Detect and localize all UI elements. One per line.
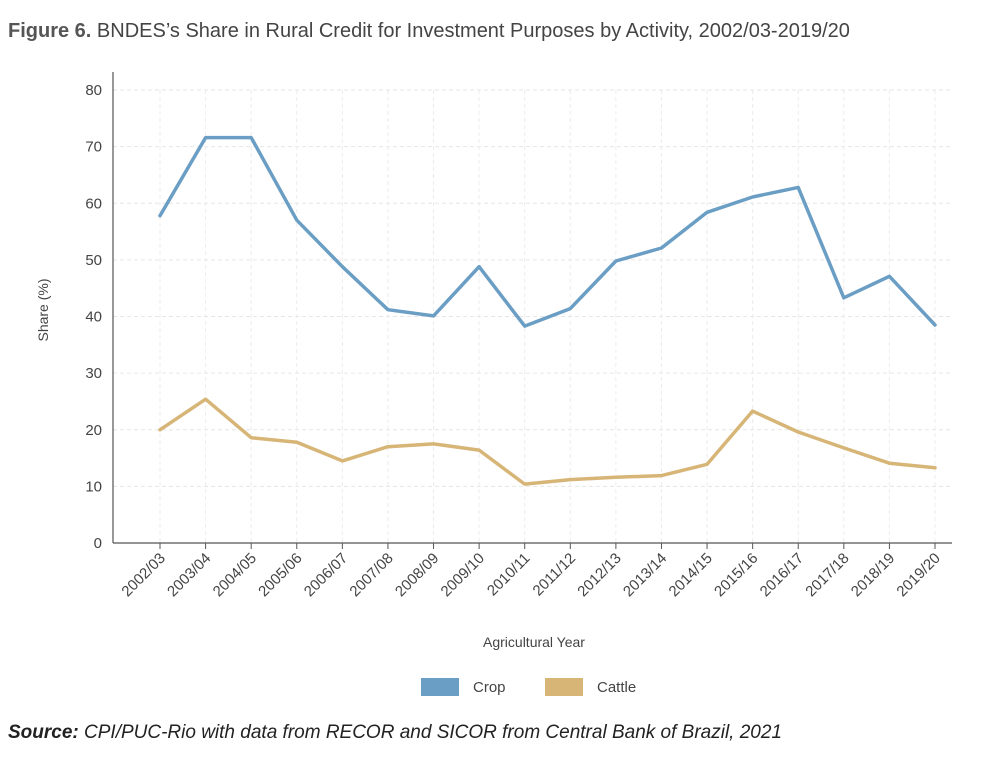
x-tick-label: 2008/09 [392, 550, 442, 600]
y-tick-label: 60 [85, 195, 102, 212]
x-tick-label: 2016/17 [757, 550, 807, 600]
x-tick-label: 2012/13 [574, 550, 624, 600]
y-tick-label: 10 [85, 478, 102, 495]
source-text: CPI/PUC-Rio with data from RECOR and SIC… [84, 722, 782, 743]
x-tick-label: 2011/12 [530, 550, 580, 600]
x-tick-label: 2019/20 [893, 550, 943, 600]
x-tick-label: 2006/07 [301, 550, 351, 600]
gridlines [113, 89, 952, 543]
x-tick-label: 2010/11 [484, 550, 534, 600]
x-tick-label: 2015/16 [711, 550, 761, 600]
y-tick-label: 0 [94, 535, 102, 552]
y-axis-title: Share (%) [35, 278, 51, 341]
legend-swatch-cattle [545, 678, 583, 696]
y-tick-label: 20 [85, 422, 102, 439]
y-tick-label: 40 [85, 309, 102, 326]
legend-swatch-crop [421, 678, 459, 696]
axes [112, 72, 952, 549]
figure-title-prefix: Figure 6. [8, 20, 92, 42]
x-tick-labels: 2002/032003/042004/052005/062006/072007/… [118, 550, 943, 600]
x-tick-label: 2004/05 [210, 550, 260, 600]
y-tick-label: 80 [85, 82, 102, 99]
source-note: Source: CPI/PUC-Rio with data from RECOR… [8, 722, 782, 744]
y-tick-label: 70 [85, 139, 102, 156]
x-tick-label: 2013/14 [620, 550, 670, 600]
legend-label-cattle: Cattle [597, 679, 636, 696]
figure-title-text: BNDES’s Share in Rural Credit for Invest… [96, 20, 850, 42]
x-tick-label: 2003/04 [164, 550, 214, 600]
source-prefix: Source: [8, 722, 79, 743]
x-tick-label: 2017/18 [802, 550, 852, 600]
y-tick-label: 50 [85, 252, 102, 269]
x-tick-label: 2005/06 [255, 550, 305, 600]
x-tick-label: 2007/08 [346, 550, 396, 600]
legend: Crop Cattle [421, 678, 636, 696]
series-lines [158, 135, 937, 486]
series-line-crop [158, 135, 937, 328]
series-line-cattle [158, 397, 937, 486]
x-tick-label: 2018/19 [848, 550, 898, 600]
figure-title: Figure 6. BNDES’s Share in Rural Credit … [8, 20, 850, 43]
x-tick-label: 2014/15 [666, 550, 716, 600]
y-tick-label: 30 [85, 365, 102, 382]
legend-label-crop: Crop [473, 679, 506, 696]
x-tick-label: 2002/03 [118, 550, 168, 600]
x-axis-title: Agricultural Year [483, 634, 585, 650]
x-tick-label: 2009/10 [438, 550, 488, 600]
y-tick-labels: 0 10 20 30 40 50 60 70 80 [85, 82, 102, 552]
